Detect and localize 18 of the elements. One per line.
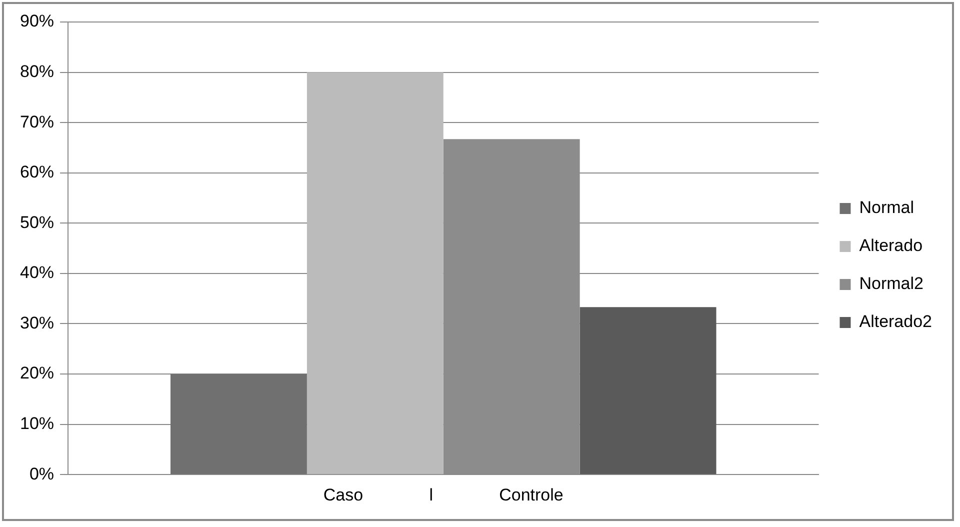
y-tick-label: 30% (20, 313, 54, 332)
legend-label: Alterado (859, 236, 923, 256)
y-tick-label: 0% (29, 464, 54, 484)
bar (170, 374, 307, 474)
y-tick-label: 10% (20, 414, 54, 433)
bar (580, 307, 716, 474)
y-tick-label: 70% (20, 112, 54, 132)
y-tick-label: 60% (20, 162, 54, 182)
x-tick-label: Caso l Controle (323, 485, 564, 504)
y-tick-label: 40% (20, 263, 54, 282)
y-tick-label: 90% (20, 12, 54, 31)
y-tick-label: 50% (20, 212, 54, 232)
y-tick-label: 80% (20, 62, 54, 81)
bar (306, 72, 444, 474)
legend-label: Alterado2 (859, 312, 932, 332)
legend-label: Normal2 (859, 274, 924, 294)
y-tick-label: 20% (20, 364, 54, 383)
legend-label: Normal (859, 198, 914, 218)
